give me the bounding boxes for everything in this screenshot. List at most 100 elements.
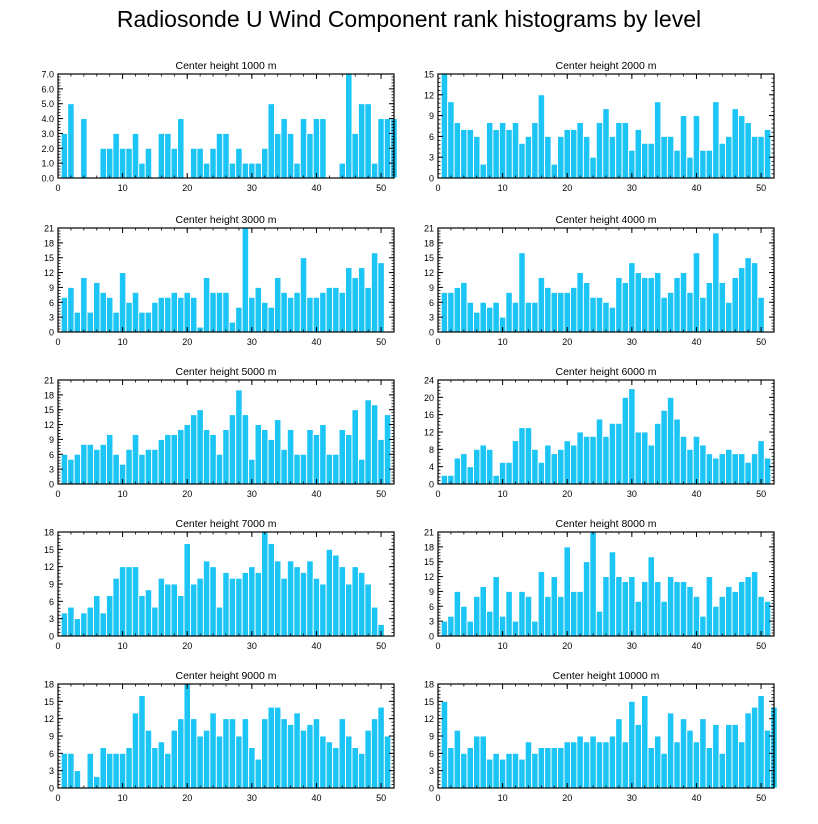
histogram-bar [582, 135, 591, 179]
histogram-bar [460, 453, 468, 485]
histogram-panel: Center height 3000 m 0 3 6 9 12 15 18 21 0 10 20 30 4… [44, 214, 395, 347]
y-tick-label: 3 [429, 766, 434, 776]
histogram-bar [222, 132, 230, 179]
histogram-bar [628, 262, 636, 333]
histogram-bar [537, 94, 546, 179]
histogram-bar [332, 747, 340, 789]
histogram-bar [138, 162, 146, 179]
histogram-bar [647, 142, 655, 179]
histogram-bar [486, 610, 494, 637]
histogram-bar [595, 418, 604, 485]
histogram-bar [511, 122, 520, 179]
histogram-bar [544, 595, 552, 637]
histogram-bar [712, 232, 720, 333]
histogram-bar [744, 122, 752, 179]
histogram-bar [345, 583, 353, 637]
histogram-bar [608, 306, 617, 333]
x-tick-label: 10 [118, 793, 128, 803]
histogram-bar [524, 427, 533, 485]
histogram-bar [170, 147, 178, 179]
histogram-bar [183, 424, 191, 485]
y-tick-label: 0 [49, 784, 54, 794]
histogram-bar [312, 434, 321, 485]
histogram-bar [370, 718, 379, 789]
x-tick-label: 0 [435, 489, 440, 499]
x-tick-label: 0 [55, 489, 60, 499]
histogram-bar [67, 286, 75, 333]
histogram-bar [582, 435, 591, 485]
histogram-bar [86, 606, 94, 637]
histogram-bar [338, 566, 346, 637]
histogram-bar [274, 706, 282, 789]
histogram-bar [286, 560, 295, 637]
histogram-bar [647, 277, 655, 333]
histogram-bar [299, 571, 308, 637]
histogram-bar [73, 311, 82, 333]
histogram-bar [377, 438, 385, 485]
histogram-bar [621, 581, 630, 637]
histogram-bar [705, 747, 714, 789]
histogram-bar [666, 396, 675, 485]
histogram-bar [466, 620, 474, 637]
histogram-bar [582, 282, 591, 333]
histogram-bar [157, 577, 166, 637]
histogram-bar [261, 301, 269, 333]
y-tick-label: 18 [424, 542, 434, 552]
panel-title: Center height 7000 m [176, 518, 277, 530]
histogram-bar [235, 735, 243, 789]
y-tick-label: 6 [429, 298, 434, 308]
histogram-bar [254, 162, 262, 179]
histogram-bar [505, 752, 513, 789]
histogram-bar [254, 758, 262, 789]
histogram-bar [537, 571, 546, 637]
histogram-bar [570, 590, 578, 637]
histogram-bar [358, 267, 366, 333]
histogram-bar [370, 606, 379, 637]
histogram-bar [293, 162, 301, 179]
histogram-bar [164, 132, 172, 179]
panel-title: Center height 2000 m [556, 60, 657, 72]
histogram-bar [712, 605, 720, 637]
histogram-bar [274, 419, 282, 485]
histogram-bar [757, 135, 765, 179]
histogram-bar [453, 729, 462, 789]
y-tick-label: 0 [49, 328, 54, 338]
histogram-panel: Center height 6000 m 0 4 8 12 16 20 24 0 10 20 30 40… [424, 366, 775, 499]
x-tick-label: 30 [247, 489, 257, 499]
histogram-bar [86, 311, 94, 333]
histogram-bar [557, 747, 565, 789]
x-tick-label: 10 [498, 489, 508, 499]
histogram-bar [602, 301, 610, 333]
histogram-bar [151, 747, 159, 789]
histogram-bar [312, 577, 321, 637]
histogram-bar [293, 712, 301, 789]
histogram-bar [686, 291, 694, 333]
histogram-bar [544, 444, 552, 485]
histogram-bar [319, 583, 327, 637]
histogram-bar [209, 147, 217, 179]
x-tick-label: 40 [691, 337, 701, 347]
histogram-bar [744, 461, 752, 485]
histogram-bar [215, 453, 224, 485]
histogram-bar [106, 147, 114, 179]
histogram-bar [299, 257, 308, 333]
histogram-bar [473, 448, 481, 485]
histogram-bar [595, 741, 604, 789]
histogram-bar [138, 311, 146, 333]
histogram-bar [319, 118, 327, 179]
histogram-bar [183, 683, 191, 789]
histogram-bar [492, 301, 500, 333]
histogram-bar [679, 435, 688, 485]
histogram-bar [319, 424, 327, 485]
y-tick-label: 24 [424, 376, 434, 386]
histogram-bar [358, 571, 366, 637]
y-tick-label: 12 [424, 90, 434, 100]
histogram-bar [280, 448, 288, 485]
histogram-bar [131, 566, 140, 637]
y-tick-label: 12 [44, 420, 54, 430]
histogram-bar [518, 427, 526, 485]
y-tick-label: 18 [44, 680, 54, 690]
histogram-bar [345, 434, 353, 485]
y-tick-label: 7.0 [41, 70, 54, 80]
histogram-bar [440, 73, 449, 179]
